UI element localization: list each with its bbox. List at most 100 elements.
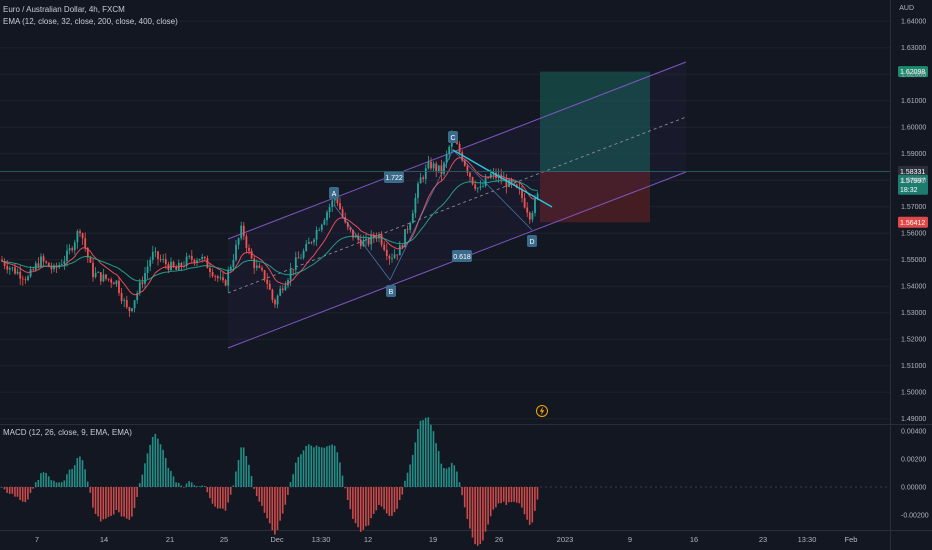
macd-histogram-bar <box>107 487 110 517</box>
y-tick-label: 1.52000 <box>901 337 926 344</box>
macd-histogram-bar <box>99 487 102 522</box>
candle-body <box>47 262 50 267</box>
candle-body <box>271 289 274 300</box>
candle-body <box>445 154 448 163</box>
macd-histogram-bar <box>110 487 112 516</box>
macd-legend[interactable]: MACD (12, 26, close, 9, EMA, EMA) <box>3 428 132 437</box>
candle-body <box>157 251 159 260</box>
position-zones[interactable] <box>540 71 650 223</box>
candle-body <box>16 271 19 274</box>
macd-pane: 0.00400 0.00200 0.00000 -0.00200 <box>0 417 929 546</box>
macd-histogram-bar <box>175 482 177 487</box>
candle-body <box>484 177 487 187</box>
macd-histogram-bar <box>440 463 443 487</box>
candle-body <box>531 212 534 220</box>
lightning-icon[interactable] <box>536 405 548 417</box>
candle-body <box>409 223 412 230</box>
price-axis[interactable]: 1.64000 1.63000 1.62000 1.61000 1.60000 1.590… <box>901 19 926 424</box>
macd-histogram-bar <box>94 487 97 514</box>
macd-histogram-bar <box>274 487 276 535</box>
macd-histogram-bar <box>53 480 55 487</box>
macd-histogram-bar <box>458 482 461 487</box>
macd-histogram-bar <box>474 487 476 545</box>
candle-body <box>370 234 373 245</box>
candle-body <box>255 265 258 268</box>
point-a-label: A <box>332 191 337 198</box>
macd-histogram-bar <box>1 487 3 488</box>
y-tick-label: 1.50000 <box>901 390 926 397</box>
macd-histogram-bar <box>115 487 118 510</box>
candle-body <box>73 242 76 251</box>
candle-body <box>469 172 471 178</box>
macd-histogram-bar <box>120 487 123 517</box>
candle-body <box>206 258 209 269</box>
macd-histogram-bar <box>261 487 263 506</box>
ratio-bd-label: 0.618 <box>453 254 471 261</box>
macd-tick-label: 0.00000 <box>901 485 926 492</box>
stop-loss-price-tag: 1.56412 <box>900 220 925 227</box>
candle-body <box>378 234 380 239</box>
macd-histogram-bar <box>471 487 474 538</box>
candle-body <box>86 247 89 258</box>
candle-body <box>151 251 154 261</box>
macd-histogram-bar <box>513 487 515 502</box>
macd-histogram-bar <box>396 487 398 509</box>
entry-price-tag: 1.58331 <box>900 169 925 176</box>
macd-histogram-bar <box>250 476 253 487</box>
macd-histogram-bar <box>349 487 352 510</box>
macd-histogram-bar <box>492 487 495 510</box>
candle-body <box>315 230 318 240</box>
point-c-label-bg <box>448 131 458 143</box>
symbol-legend[interactable]: Euro / Australian Dollar, 4h, FXCM <box>3 5 125 14</box>
candle-body <box>92 262 94 278</box>
channel-fill <box>228 62 686 348</box>
candle-body <box>232 259 235 267</box>
point-c-label: C <box>450 135 455 142</box>
candle-body <box>375 237 378 239</box>
x-tick-label: 12 <box>364 535 372 544</box>
candle-body <box>307 242 310 244</box>
macd-histogram-bar <box>336 452 339 487</box>
macd-histogram-bar <box>279 487 281 521</box>
macd-histogram-bar <box>40 473 42 487</box>
macd-histogram-bar <box>190 482 193 487</box>
macd-histogram-bar <box>432 431 435 487</box>
macd-histogram-bar <box>479 487 482 545</box>
candle-body <box>154 251 157 253</box>
ema-legend[interactable]: EMA (12, close, 32, close, 200, close, 4… <box>3 17 178 26</box>
candle-body <box>162 259 165 260</box>
candle-body <box>216 276 219 279</box>
candle-body <box>84 238 87 248</box>
candle-body <box>258 265 261 268</box>
candle-body <box>380 234 383 245</box>
macd-histogram-bar <box>333 445 336 487</box>
trend-line <box>452 149 553 208</box>
macd-histogram-bar <box>201 485 203 487</box>
candle-body <box>110 279 113 283</box>
candle-body <box>414 197 417 214</box>
macd-histogram-bar <box>354 487 357 524</box>
candle-body <box>300 257 302 259</box>
stop-loss-price-tag-bg <box>898 216 928 228</box>
macd-histogram-bar <box>6 487 8 493</box>
macd-histogram-bar <box>151 436 154 487</box>
macd-histogram-bar <box>97 487 99 517</box>
x-tick-label: 9 <box>628 535 632 544</box>
macd-histogram-bar <box>362 487 365 530</box>
candle-body <box>219 277 222 279</box>
channel-mid <box>227 116 687 294</box>
candle-body <box>440 165 443 174</box>
candle-body <box>149 260 152 267</box>
entry-price-tag-bg <box>898 165 928 177</box>
candle-body <box>193 259 196 263</box>
abcd-pattern[interactable]: A B C D 1.722 0.618 <box>329 131 553 297</box>
time-axis[interactable]: 7 14 21 25 Dec 13:30 12 19 26 2023 9 16 23 13:30 Feb <box>35 535 858 544</box>
macd-histogram-bar <box>42 472 45 487</box>
candle-body <box>404 229 406 248</box>
horizontal-lines[interactable]: 1.62098 1.58331 1.57997 18:32 1.56412 <box>0 66 928 228</box>
candle-body <box>141 282 144 284</box>
macd-histogram-bar <box>463 487 466 508</box>
macd-histogram-bar <box>102 487 105 520</box>
candle-body <box>45 261 48 263</box>
